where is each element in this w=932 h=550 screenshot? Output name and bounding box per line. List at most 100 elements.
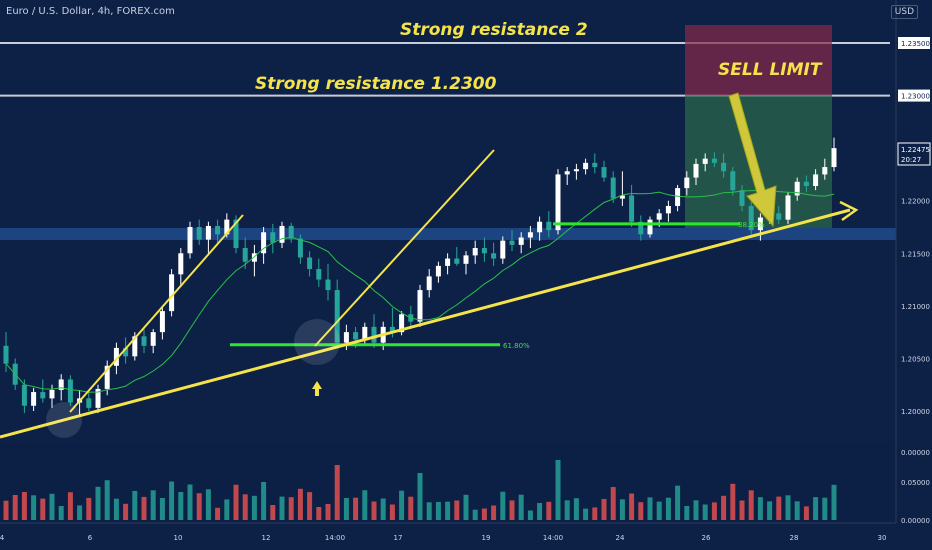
candle-body xyxy=(169,274,175,312)
volume-bar xyxy=(21,492,27,520)
last-price-badge xyxy=(897,142,931,166)
candle-body xyxy=(187,227,193,254)
volume-bar xyxy=(123,503,129,520)
volume-bar xyxy=(445,501,451,520)
candle-body xyxy=(399,314,405,333)
price-tick-label: 1.20500 xyxy=(901,355,930,363)
volume-bar xyxy=(693,500,699,520)
candle-body xyxy=(159,311,165,333)
volume-bar xyxy=(656,501,662,520)
volume-bar xyxy=(58,506,64,520)
price-tick-badge xyxy=(898,89,930,102)
volume-bar xyxy=(49,493,55,520)
volume-bar xyxy=(270,505,276,520)
candle-body xyxy=(675,188,681,206)
candle-body xyxy=(58,379,64,390)
volume-bar xyxy=(803,506,809,520)
candle-body xyxy=(564,171,570,175)
volume-bar xyxy=(224,499,230,520)
time-tick-label: 14:00 xyxy=(325,534,345,542)
candle-body xyxy=(693,163,699,178)
candle-body xyxy=(491,253,497,259)
candle-body xyxy=(435,265,441,277)
candle-body xyxy=(665,205,671,214)
candle-body xyxy=(215,225,221,235)
candle-body xyxy=(316,269,322,280)
volume-bar xyxy=(785,495,791,520)
candle-body xyxy=(721,162,727,172)
time-tick-label: 14:00 xyxy=(543,534,563,542)
candle-body xyxy=(619,195,625,199)
volume-bar xyxy=(113,498,119,520)
candle-body xyxy=(748,205,754,231)
volume-bar xyxy=(316,507,322,520)
volume-bar xyxy=(537,503,543,520)
candle-body xyxy=(592,162,598,168)
candle-body xyxy=(288,225,294,239)
candle-body xyxy=(196,227,202,240)
candle-body xyxy=(481,248,487,254)
volume-bar xyxy=(12,495,18,520)
volume-bar xyxy=(684,506,690,520)
volume-bar xyxy=(353,497,359,520)
volume-bar xyxy=(564,500,570,520)
candle-body xyxy=(95,388,101,408)
volume-bar xyxy=(215,507,221,520)
channel-line-1 xyxy=(69,214,244,413)
candle-body xyxy=(67,379,73,403)
volume-bar xyxy=(472,509,478,520)
currency-badge[interactable]: USD xyxy=(890,5,918,19)
candle-body xyxy=(205,225,211,240)
volume-bar xyxy=(592,507,598,520)
candle-body xyxy=(638,221,644,235)
volume-bar xyxy=(196,493,202,520)
swing-low-circle-2 xyxy=(294,319,340,365)
volume-bar xyxy=(371,501,377,520)
candle-body xyxy=(49,389,55,399)
volume-bar xyxy=(822,497,828,520)
candle-body xyxy=(463,255,469,264)
volume-bar xyxy=(205,489,211,520)
candle-body xyxy=(362,326,368,340)
candle-body xyxy=(537,221,543,233)
time-tick-label: 6 xyxy=(88,534,93,542)
symbol-title: Euro / U.S. Dollar, 4h, FOREX.com xyxy=(6,6,175,17)
volume-bar xyxy=(794,501,800,520)
candle-body xyxy=(123,347,129,357)
volume-bar xyxy=(647,497,653,520)
volume-bar xyxy=(454,500,460,520)
candle-body xyxy=(803,181,809,186)
candle-body xyxy=(739,190,745,206)
volume-bar xyxy=(767,501,773,520)
volume-bar xyxy=(279,496,285,520)
fib-618-label: 61.80% xyxy=(503,342,530,350)
volume-bar xyxy=(583,508,589,520)
volume-bar xyxy=(362,490,368,520)
volume-bar xyxy=(380,498,386,520)
price-tick-badge xyxy=(898,37,930,49)
channel-line-2 xyxy=(314,149,495,347)
volume-bar xyxy=(610,487,616,520)
volume-bar xyxy=(288,497,294,520)
candle-body xyxy=(454,258,460,264)
volume-bar xyxy=(463,494,469,520)
candle-body xyxy=(353,332,359,340)
volume-bar xyxy=(307,492,313,520)
volume-bar xyxy=(601,499,607,520)
candle-body xyxy=(3,345,9,364)
candle-body xyxy=(279,225,285,243)
time-tick-label: 4 xyxy=(0,534,5,542)
time-tick-label: 28 xyxy=(790,534,799,542)
volume-tick-label: 0.00000 xyxy=(901,449,930,457)
candle-body xyxy=(261,232,267,254)
volume-tick-label: 0.05000 xyxy=(901,479,930,487)
volume-bar xyxy=(251,495,257,520)
price-tick-label: 1.21500 xyxy=(901,250,930,258)
candle-body xyxy=(270,232,276,243)
time-tick-label: 19 xyxy=(482,534,491,542)
volume-tick-label: 0.00000 xyxy=(901,517,930,525)
time-tick-label: 26 xyxy=(702,534,711,542)
volume-bar xyxy=(739,500,745,520)
candle-body xyxy=(822,167,828,175)
